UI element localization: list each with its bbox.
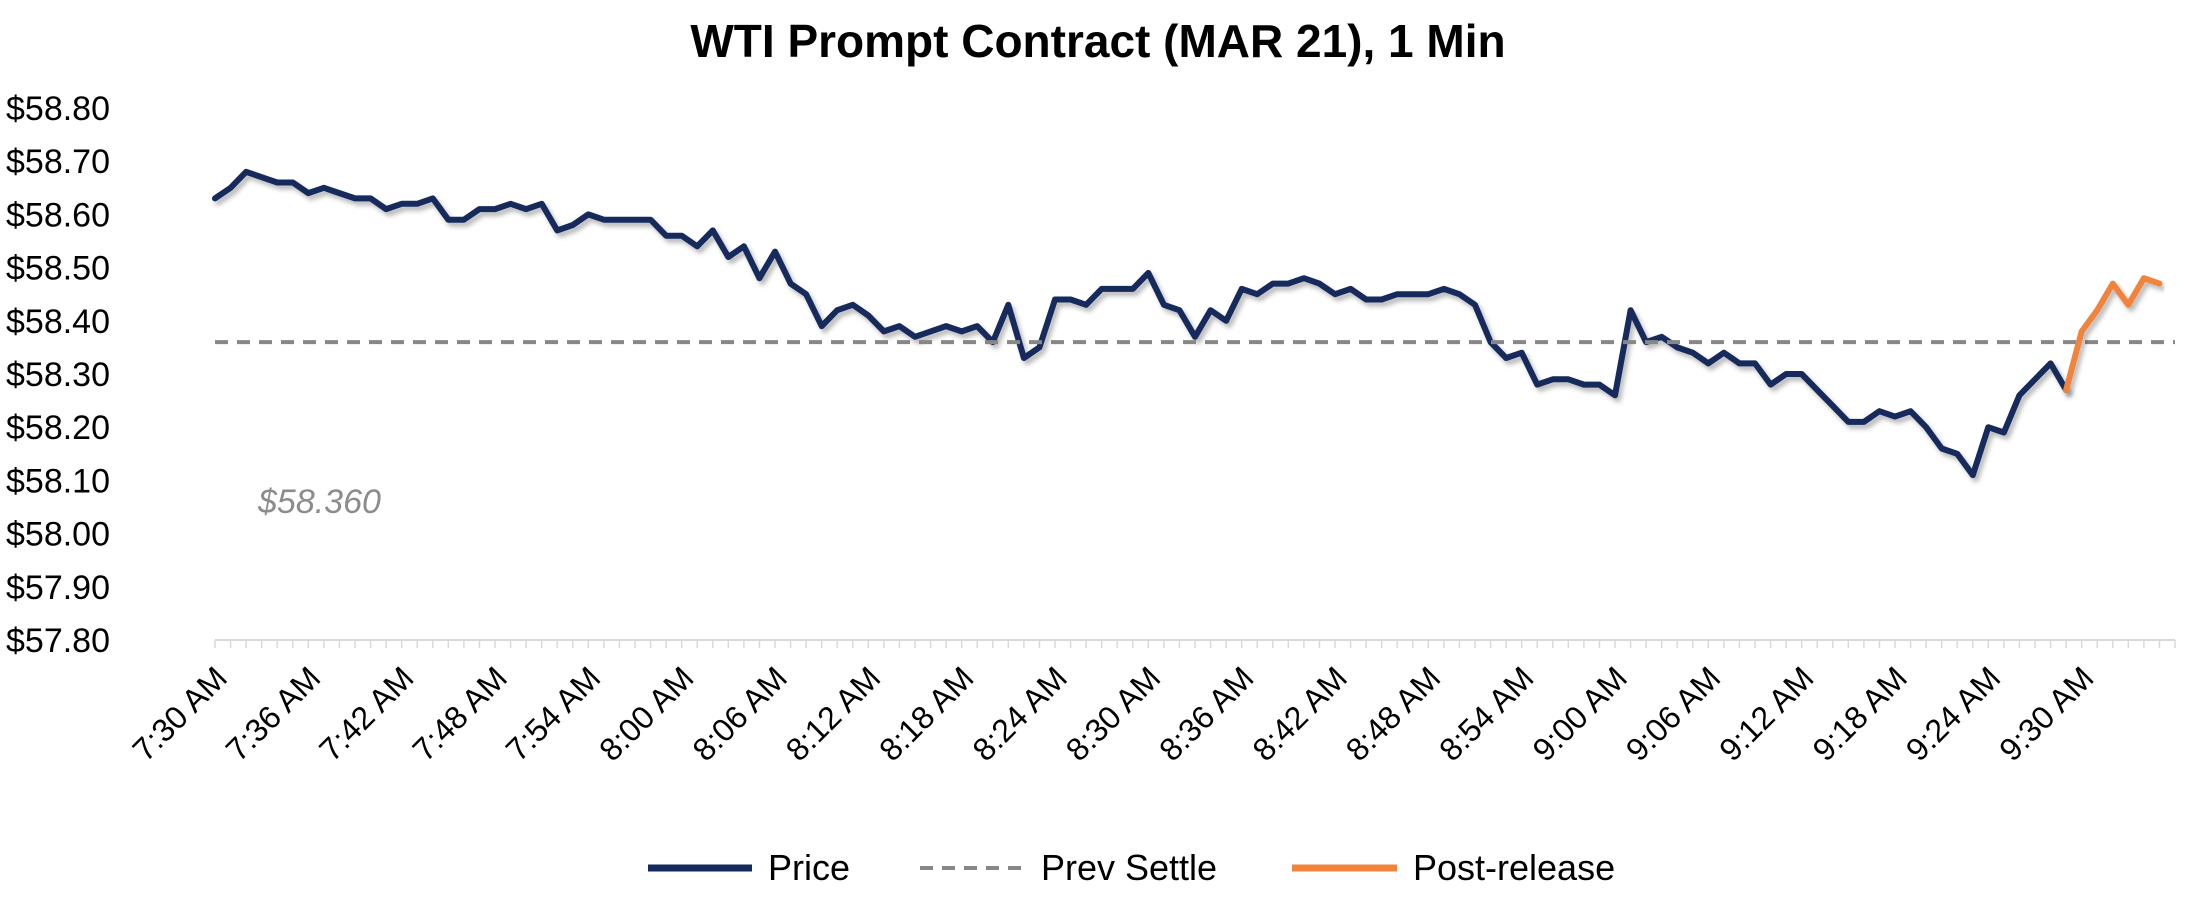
x-tick-label: 9:06 AM bbox=[1619, 659, 1727, 767]
x-tick-label: 8:18 AM bbox=[872, 659, 980, 767]
legend-label-price: Price bbox=[768, 847, 850, 888]
x-tick-label: 8:36 AM bbox=[1152, 659, 1260, 767]
series-line-price bbox=[212, 168, 2070, 479]
legend-label-prev-settle: Prev Settle bbox=[1041, 847, 1217, 888]
x-tick-label: 8:00 AM bbox=[592, 659, 700, 767]
x-tick-label: 7:48 AM bbox=[405, 659, 513, 767]
y-tick-label: $58.30 bbox=[6, 356, 110, 394]
x-tick-label: 8:48 AM bbox=[1339, 659, 1447, 767]
legend-label-post-release: Post-release bbox=[1413, 847, 1615, 888]
y-tick-label: $58.80 bbox=[6, 90, 110, 128]
y-tick-label: $58.40 bbox=[6, 303, 110, 341]
x-tick-label: 8:06 AM bbox=[685, 659, 793, 767]
y-tick-label: $58.50 bbox=[6, 250, 110, 288]
y-tick-label: $57.80 bbox=[6, 622, 110, 660]
y-tick-label: $57.90 bbox=[6, 569, 110, 607]
series-line-post-release bbox=[2063, 275, 2163, 393]
x-tick-label: 9:12 AM bbox=[1712, 659, 1820, 767]
x-tick-label: 7:30 AM bbox=[125, 659, 233, 767]
y-tick-label: $58.20 bbox=[6, 409, 110, 447]
y-tick-label: $58.10 bbox=[6, 462, 110, 500]
x-tick-label: 9:30 AM bbox=[1992, 659, 2100, 767]
chart-title: WTI Prompt Contract (MAR 21), 1 Min bbox=[690, 15, 1506, 67]
x-tick-label: 9:24 AM bbox=[1899, 659, 2007, 767]
x-tick-label: 8:12 AM bbox=[779, 659, 887, 767]
prev-settle-annotation: $58.360 bbox=[257, 483, 381, 521]
x-tick-label: 8:42 AM bbox=[1245, 659, 1353, 767]
y-tick-label: $58.60 bbox=[6, 196, 110, 234]
x-tick-label: 7:54 AM bbox=[499, 659, 607, 767]
x-tick-label: 7:36 AM bbox=[219, 659, 327, 767]
y-tick-label: $58.00 bbox=[6, 516, 110, 554]
x-tick-label: 9:00 AM bbox=[1525, 659, 1633, 767]
x-tick-label: 9:18 AM bbox=[1805, 659, 1913, 767]
x-tick-label: 7:42 AM bbox=[312, 659, 420, 767]
x-tick-label: 8:54 AM bbox=[1432, 659, 1540, 767]
y-tick-label: $58.70 bbox=[6, 143, 110, 181]
x-tick-label: 8:30 AM bbox=[1059, 659, 1167, 767]
x-tick-label: 8:24 AM bbox=[965, 659, 1073, 767]
